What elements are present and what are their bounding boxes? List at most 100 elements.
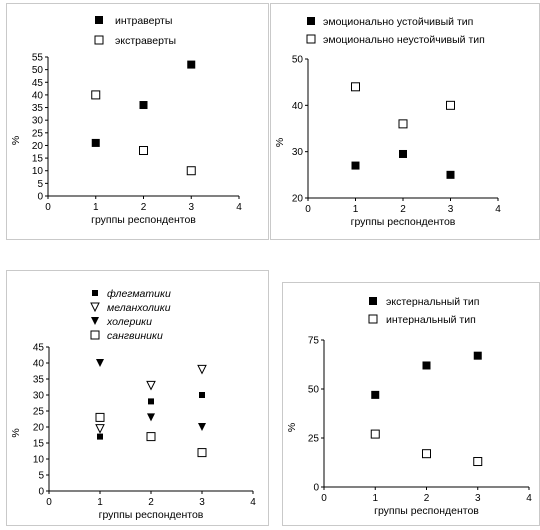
y-axis-label: % (10, 428, 22, 437)
data-point (96, 359, 104, 367)
x-tick-label: 0 (46, 497, 52, 508)
legend-label: интраверты (115, 15, 172, 27)
legend-marker (90, 330, 100, 340)
y-tick-label: 25 (308, 434, 320, 445)
x-tick-label: 1 (372, 493, 378, 504)
y-tick-label: 15 (32, 154, 44, 165)
legend-label: эмоционально неустойчивый тип (323, 34, 485, 46)
x-axis-label: группы респондентов (91, 214, 196, 226)
legend-marker (95, 16, 103, 24)
y-tick-label: 50 (32, 65, 44, 76)
y-tick-label: 55 (32, 53, 44, 64)
x-tick-label: 0 (321, 493, 327, 504)
scatter-chart-2: 0 5 10 15 20 25 30 35 40 45 0 1 2 3 4 группы респондент… (10, 288, 256, 521)
y-axis-label: % (286, 423, 298, 432)
data-point (91, 90, 101, 100)
legend-label: интернальный тип (386, 314, 476, 326)
legend-label: холерики (106, 316, 152, 328)
y-tick-label: 15 (33, 439, 45, 450)
data-point (473, 457, 483, 467)
y-tick-label: 30 (32, 116, 44, 127)
data-point (199, 392, 205, 398)
legend-marker (306, 34, 316, 44)
x-tick-label: 4 (526, 493, 532, 504)
x-tick-label: 3 (475, 493, 481, 504)
x-tick-label: 4 (236, 202, 242, 213)
y-tick-label: 10 (32, 166, 44, 177)
y-tick-label: 45 (32, 78, 44, 89)
chart-panel-locus-of-control: 0 25 50 75 0 1 2 3 4 группы респондентов% экстерна… (282, 282, 540, 526)
legend-marker (368, 314, 378, 324)
x-axis-label: группы респондентов (99, 509, 204, 521)
data-point (146, 432, 156, 442)
data-point (399, 149, 407, 158)
x-tick-label: 0 (45, 202, 51, 213)
legend-label: экстернальный тип (386, 296, 479, 308)
x-tick-label: 3 (188, 202, 194, 213)
x-tick-label: 1 (97, 497, 103, 508)
y-tick-label: 30 (33, 391, 45, 402)
legend-label: сангвиники (107, 330, 163, 342)
legend-label: экстраверты (115, 35, 176, 47)
data-point (351, 82, 360, 92)
y-tick-label: 20 (292, 194, 304, 205)
legend-marker (307, 17, 315, 25)
x-tick-label: 4 (250, 497, 256, 508)
x-tick-label: 2 (400, 204, 406, 215)
data-point (187, 60, 196, 69)
data-point (147, 413, 155, 422)
data-point (97, 433, 103, 440)
data-point (148, 398, 154, 405)
data-point (351, 161, 360, 170)
data-point (95, 412, 105, 422)
x-tick-label: 2 (141, 202, 147, 213)
data-point (139, 101, 148, 110)
y-tick-label: 50 (292, 55, 304, 66)
scatter-chart-1: 20 30 40 50 0 1 2 3 4 группы респондентов% эмоцион… (274, 16, 501, 228)
legend-label: меланхолики (107, 302, 171, 314)
x-axis-label: группы респондентов (351, 216, 456, 228)
data-point (95, 424, 105, 434)
chart-panel-emotional-stability: 20 30 40 50 0 1 2 3 4 группы респондентов% эмоцион… (270, 3, 540, 240)
chart-panel-introversion: 0 5 10 15 20 25 30 35 40 45 50 55 0 1 2 3 4 группы респон… (6, 3, 269, 240)
y-tick-label: 25 (33, 407, 45, 418)
legend-marker (91, 317, 99, 325)
data-point (198, 423, 206, 431)
y-tick-label: 50 (308, 385, 320, 396)
legend-label: эмоционально устойчивый тип (323, 16, 473, 28)
x-tick-label: 0 (305, 204, 311, 215)
x-tick-label: 3 (448, 204, 454, 215)
y-tick-label: 0 (38, 487, 44, 498)
legend-marker (94, 35, 104, 45)
y-tick-label: 75 (308, 336, 320, 347)
y-tick-label: 10 (33, 455, 45, 466)
y-tick-label: 20 (32, 141, 44, 152)
y-tick-label: 35 (32, 103, 44, 114)
y-tick-label: 20 (33, 423, 45, 434)
y-tick-label: 45 (33, 343, 45, 354)
y-tick-label: 0 (37, 192, 43, 203)
x-tick-label: 1 (353, 204, 359, 215)
y-axis-label: % (10, 136, 22, 145)
y-tick-label: 5 (37, 179, 43, 190)
data-point (139, 146, 148, 156)
data-point (146, 380, 156, 391)
data-point (398, 119, 408, 129)
legend-marker (90, 302, 100, 313)
data-point (370, 429, 380, 439)
data-point (186, 166, 196, 176)
legend-label: флегматики (107, 288, 171, 300)
y-tick-label: 40 (33, 359, 45, 370)
data-point (91, 138, 100, 147)
y-tick-label: 40 (292, 101, 304, 112)
y-axis-label: % (274, 138, 286, 147)
x-tick-label: 2 (148, 497, 154, 508)
legend-marker (369, 297, 377, 305)
scatter-chart-3: 0 25 50 75 0 1 2 3 4 группы респондентов% экстерна… (286, 296, 532, 517)
x-tick-label: 1 (93, 202, 99, 213)
y-tick-label: 30 (292, 147, 304, 158)
y-tick-label: 40 (32, 90, 44, 101)
x-axis-label: группы респондентов (374, 505, 479, 517)
data-point (197, 448, 207, 458)
